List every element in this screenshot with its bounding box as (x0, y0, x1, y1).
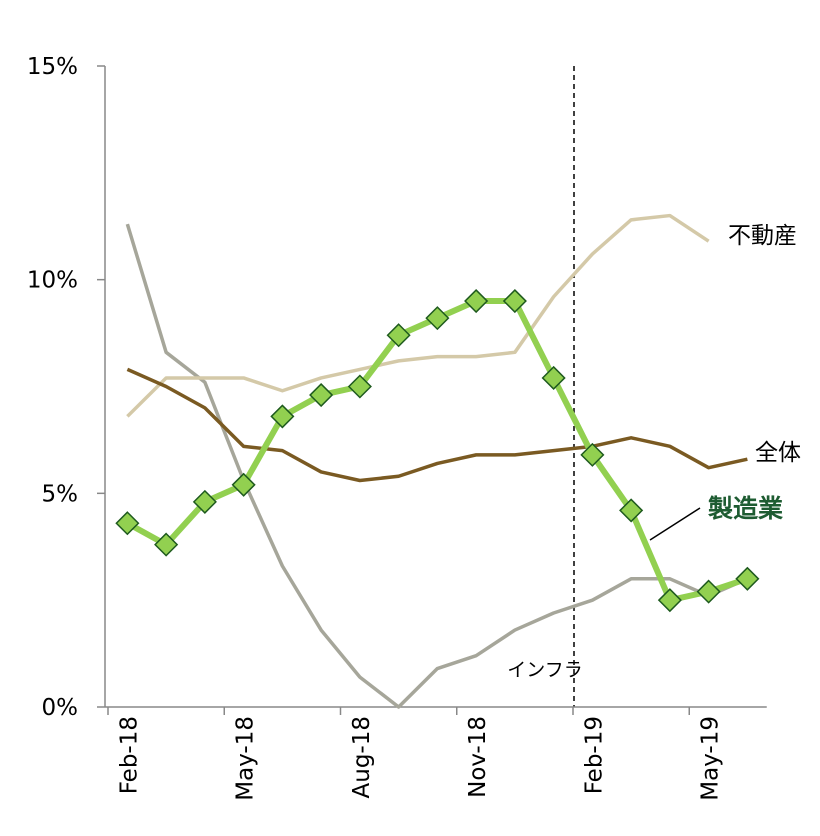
series-line (126, 213, 710, 418)
marker (735, 566, 760, 591)
marker (270, 404, 295, 429)
marker (464, 288, 489, 314)
y-tick-label: 10% (27, 268, 78, 294)
marker (502, 288, 527, 314)
series-label: 製造業 (707, 494, 783, 523)
marker (619, 498, 644, 523)
series-label: 不動産 (728, 223, 797, 249)
x-tick-label: Feb-19 (581, 716, 607, 794)
marker (192, 489, 217, 514)
series-label: インフラ (507, 659, 582, 681)
y-tick-label: 0% (42, 695, 79, 721)
x-tick-label: May-18 (233, 716, 259, 801)
x-tick-label: Nov-18 (465, 716, 491, 798)
marker (154, 532, 179, 557)
marker (309, 382, 334, 408)
series-line (125, 298, 749, 604)
marker (386, 323, 411, 348)
leader-line (649, 507, 701, 541)
marker (231, 472, 256, 497)
marker (347, 374, 372, 399)
marker (696, 579, 721, 604)
marker (541, 365, 566, 391)
series-line (125, 223, 749, 709)
series-line (126, 367, 748, 483)
series-label: 全体 (755, 440, 801, 466)
y-tick-label: 15% (27, 54, 78, 80)
x-tick-label: May-19 (698, 716, 724, 801)
marker (657, 588, 682, 613)
marker (425, 306, 450, 331)
x-tick-label: Feb-18 (116, 716, 142, 794)
y-tick-label: 5% (42, 481, 79, 507)
marker (580, 442, 605, 467)
marker (115, 511, 140, 536)
x-tick-label: Aug-18 (349, 716, 375, 798)
